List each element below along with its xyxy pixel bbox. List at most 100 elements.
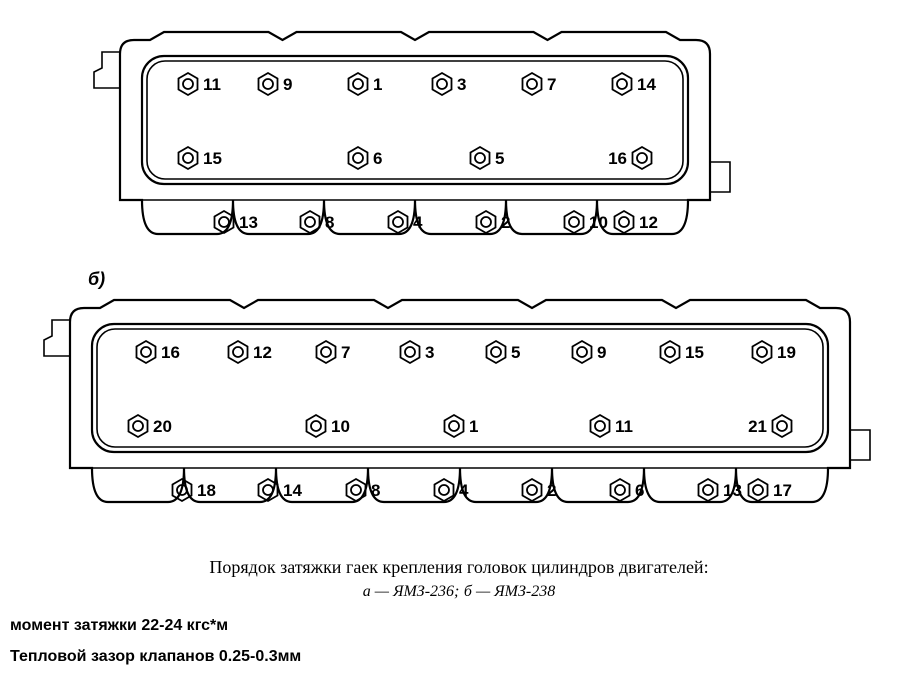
bolt-hex (661, 341, 680, 363)
bolt-circle (321, 347, 331, 357)
bolt-circle (305, 217, 315, 227)
flange-right (710, 162, 730, 192)
bolt-label: 4 (459, 481, 469, 500)
bolt-circle (777, 421, 787, 431)
bolt-hex (259, 73, 278, 95)
cylinder-head: 161273591519201011121181484261317 (44, 300, 870, 502)
bolt-label: 5 (495, 149, 504, 168)
bolt-label: 13 (239, 213, 258, 232)
bolt-circle (393, 217, 403, 227)
bolt-circle (757, 347, 767, 357)
bolt-circle (569, 217, 579, 227)
bolt-hex (307, 415, 326, 437)
bolt-circle (665, 347, 675, 357)
bolt-hex (487, 341, 506, 363)
bolt-label: 9 (597, 343, 606, 362)
bolt-label: 21 (748, 417, 767, 436)
bolt-label: 1 (469, 417, 478, 436)
bolt-label: 1 (373, 75, 382, 94)
bolt-circle (617, 79, 627, 89)
bolt-hex (633, 147, 652, 169)
bolt-circle (183, 79, 193, 89)
bolt-label: 15 (685, 343, 704, 362)
bolt-circle (233, 347, 243, 357)
bolt-circle (619, 217, 629, 227)
gasket-inner (147, 61, 683, 179)
bolt-circle (405, 347, 415, 357)
bolt-label: 3 (425, 343, 434, 362)
bolt-circle (491, 347, 501, 357)
bolt-hex (317, 341, 336, 363)
bolt-circle (595, 421, 605, 431)
bolt-hex (565, 211, 584, 233)
torque-diagram-svg: 1191371415651613842101216127359151920101… (10, 10, 908, 550)
bolt-hex (611, 479, 630, 501)
bolt-label: 2 (547, 481, 556, 500)
bolt-hex (137, 341, 156, 363)
bolt-circle (637, 153, 647, 163)
bolt-hex (773, 415, 792, 437)
bolt-hex (699, 479, 718, 501)
bolt-circle (577, 347, 587, 357)
notes: момент затяжки 22-24 кгс*м Тепловой зазо… (10, 611, 908, 672)
bolt-hex (591, 415, 610, 437)
bolt-hex (523, 479, 542, 501)
bolt-hex (523, 73, 542, 95)
caption-sub-b: б — ЯМЗ-238 (464, 583, 555, 600)
bolt-circle (527, 79, 537, 89)
gasket-outer (142, 56, 688, 184)
bolt-circle (219, 217, 229, 227)
diagram-area: 1191371415651613842101216127359151920101… (10, 10, 908, 550)
bolt-label: 14 (283, 481, 302, 500)
bolt-label: 14 (637, 75, 656, 94)
bolt-label: 10 (589, 213, 608, 232)
head-outline (70, 300, 850, 502)
bolt-circle (615, 485, 625, 495)
head-outline (120, 32, 710, 234)
bolt-hex (749, 479, 768, 501)
flange-right (850, 430, 870, 460)
bolt-label: 2 (501, 213, 510, 232)
panel-label-b: б) (88, 269, 105, 290)
bolt-label: 11 (615, 417, 633, 436)
bolt-circle (439, 485, 449, 495)
bolt-hex (179, 147, 198, 169)
bolt-label: 5 (511, 343, 520, 362)
bolt-hex (573, 341, 592, 363)
bolt-hex (753, 341, 772, 363)
bolt-circle (141, 347, 151, 357)
cylinder-head: 11913714156516138421012 (94, 32, 730, 234)
flange-left (94, 52, 120, 88)
bolt-label: 13 (723, 481, 742, 500)
bolt-label: 12 (639, 213, 658, 232)
bolt-circle (183, 153, 193, 163)
bolt-label: 8 (371, 481, 380, 500)
bolt-hex (401, 341, 420, 363)
bolt-label: 16 (608, 149, 627, 168)
caption: Порядок затяжки гаек крепления головок ц… (10, 556, 908, 603)
bolt-hex (445, 415, 464, 437)
bolt-label: 8 (325, 213, 334, 232)
bolt-hex (435, 479, 454, 501)
bolt-label: 15 (203, 149, 222, 168)
bolt-circle (475, 153, 485, 163)
bolt-circle (353, 79, 363, 89)
bolt-label: 9 (283, 75, 292, 94)
bolt-circle (449, 421, 459, 431)
bolt-hex (389, 211, 408, 233)
bolt-hex (229, 341, 248, 363)
bolt-hex (301, 211, 320, 233)
bolt-label: 6 (635, 481, 644, 500)
bolt-circle (481, 217, 491, 227)
bolt-circle (437, 79, 447, 89)
gasket-inner (97, 329, 823, 447)
flange-left (44, 320, 70, 356)
bolt-circle (311, 421, 321, 431)
bolt-hex (129, 415, 148, 437)
bolt-circle (133, 421, 143, 431)
bolt-hex (433, 73, 452, 95)
bolt-hex (471, 147, 490, 169)
bolt-label: 4 (413, 213, 423, 232)
bolt-label: 16 (161, 343, 180, 362)
caption-sub-a: а — ЯМЗ-236; (363, 583, 460, 600)
